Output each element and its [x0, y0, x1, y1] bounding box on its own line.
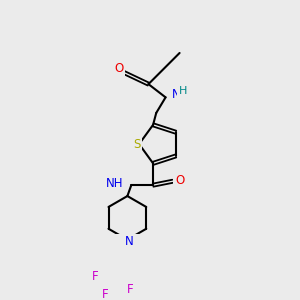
Text: F: F: [126, 283, 133, 296]
Text: S: S: [133, 138, 140, 151]
Text: H: H: [178, 86, 187, 96]
Text: O: O: [114, 62, 124, 75]
Text: NH: NH: [106, 177, 124, 190]
Text: O: O: [175, 174, 184, 187]
Text: F: F: [101, 288, 108, 300]
Text: N: N: [124, 235, 133, 248]
Text: NH: NH: [172, 88, 189, 101]
Text: F: F: [92, 270, 99, 283]
